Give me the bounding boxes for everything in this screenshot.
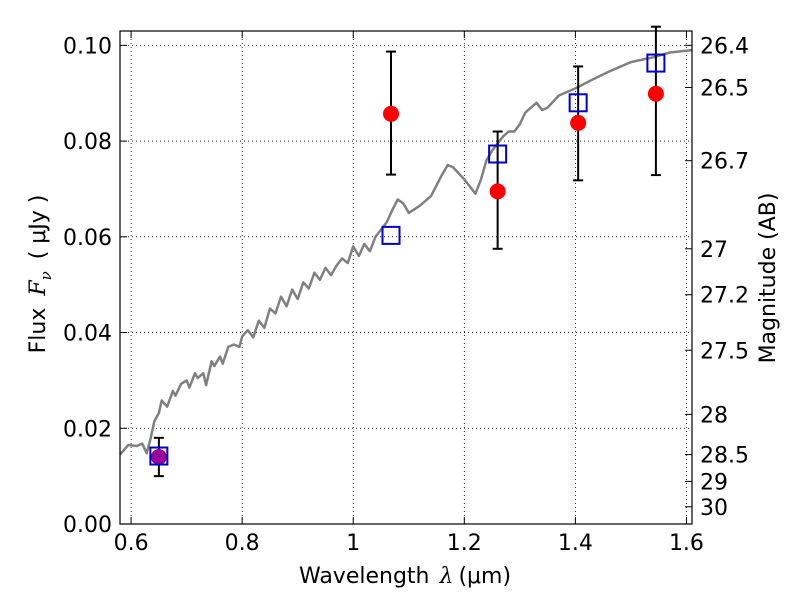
model-photometry-point (568, 93, 588, 113)
y-tick-label: 0.10 (63, 34, 112, 59)
observed-point (150, 448, 167, 465)
y-tick-label: 0.00 (63, 513, 112, 538)
tick-labels: 0.6 0.8 1 1.2 1.4 1.6 0.00 0.02 0.04 0.06 0.08 0.10… (63, 34, 749, 556)
observed-point (647, 85, 664, 102)
right-tick-label: 28.5 (700, 444, 749, 469)
observed-point (489, 183, 506, 200)
right-tick-label: 26.5 (700, 76, 749, 101)
y-axis-title: FluxFν( μJy ) (26, 195, 55, 354)
x-tick-label: 1.4 (558, 531, 593, 556)
x-axis-title: Wavelength λ (μm) (299, 564, 511, 589)
observed-point (570, 114, 587, 131)
right-tick-label: 26.4 (700, 34, 749, 59)
right-tick-label: 30 (700, 496, 728, 521)
right-tick-label: 27 (700, 238, 728, 263)
model-photometry-point (646, 53, 666, 73)
right-tick-label: 29 (700, 470, 728, 495)
y-tick-label: 0.06 (63, 226, 112, 251)
right-axis-title: Magnitude (AB) (756, 193, 781, 364)
observed-point (383, 105, 400, 122)
y-tick-label: 0.08 (63, 130, 112, 155)
y-tick-label: 0.02 (63, 417, 112, 442)
right-tick-label: 26.7 (700, 150, 749, 175)
x-tick-label: 1 (346, 531, 360, 556)
right-tick-label: 27.5 (700, 339, 749, 364)
x-tick-label: 1.6 (669, 531, 704, 556)
plot-frame (119, 30, 693, 525)
y-tick-label: 0.04 (63, 322, 112, 347)
x-tick-label: 0.8 (225, 531, 260, 556)
model-photometry-point (149, 446, 169, 466)
right-tick-label: 28 (700, 403, 728, 428)
x-tick-label: 0.6 (114, 531, 149, 556)
right-tick-label: 27.2 (700, 284, 749, 309)
sed-line-layer (119, 48, 693, 456)
x-tick-label: 1.2 (447, 531, 482, 556)
model-photometry-point (488, 144, 508, 164)
sed-model-line (119, 48, 693, 456)
model-photometry-point (381, 225, 401, 245)
markers-layer (149, 53, 666, 466)
axis-ticks (120, 31, 692, 525)
